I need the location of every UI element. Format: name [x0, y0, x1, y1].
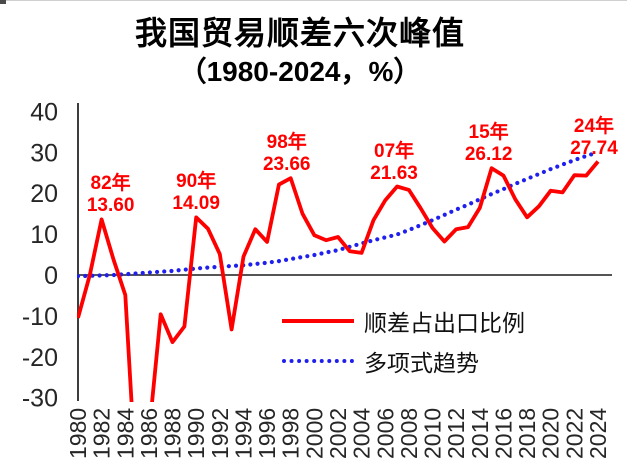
y-tick-label: 30: [30, 139, 58, 167]
trend-line: [77, 150, 601, 279]
peak-annotation: 82年 13.60: [66, 173, 156, 217]
peak-annotation: 98年 23.66: [242, 132, 332, 176]
x-tick-label: 2022: [561, 408, 587, 459]
x-tick-label: 2004: [349, 408, 375, 459]
y-tick-label: 40: [30, 98, 58, 126]
legend-label-trend: 多项式趋势: [364, 350, 479, 376]
x-tick-label: 1982: [89, 408, 115, 459]
legend-label-surplus: 顺差占出口比例: [364, 310, 525, 336]
x-tick-label: 1992: [207, 408, 233, 459]
y-tick-label: 20: [30, 180, 58, 208]
peak-annotation: 07年 21.63: [349, 141, 439, 185]
peak-annotation: 90年 14.09: [151, 171, 241, 215]
peak-year-label: 07年: [374, 140, 415, 162]
x-tick-label: 1988: [160, 408, 186, 459]
peak-year-label: 98年: [266, 132, 307, 154]
peak-year-label: 24年: [573, 115, 615, 137]
top-border-line: [0, 0, 627, 1]
legend-item-surplus: 顺差占出口比例: [282, 306, 525, 336]
x-tick-label: 2020: [538, 408, 564, 459]
x-tick-label: 1998: [278, 408, 304, 459]
peak-year-label: 15年: [468, 122, 509, 144]
x-tick-label: 2012: [443, 408, 469, 459]
x-tick-label: 1990: [183, 408, 209, 459]
x-tick-label: 2002: [325, 408, 351, 459]
peak-annotation: 24年 27.74: [549, 116, 627, 160]
x-tick-label: 1980: [65, 408, 91, 459]
y-tick-label: 0: [44, 262, 58, 290]
peak-value-label: 23.66: [262, 154, 311, 176]
peak-year-label: 82年: [90, 173, 131, 195]
y-tick-label: -30: [22, 385, 58, 413]
y-tick-label: 10: [30, 221, 58, 249]
peak-value-label: 13.60: [86, 195, 135, 217]
x-tick-label: 1994: [231, 408, 257, 459]
y-tick-label: -10: [22, 303, 58, 331]
legend-item-trend: 多项式趋势: [282, 346, 525, 376]
x-tick-label: 2000: [301, 408, 327, 459]
surplus-line: [77, 160, 600, 402]
peak-value-label: 21.63: [370, 162, 418, 184]
y-tick-label: -20: [22, 344, 58, 372]
peak-value-label: 26.12: [464, 144, 513, 166]
x-tick-label: 2014: [467, 408, 493, 459]
peak-year-label: 90年: [176, 171, 217, 193]
peak-value-label: 27.74: [570, 137, 618, 159]
x-tick-label: 2006: [372, 408, 398, 459]
x-tick-label: 2018: [514, 408, 540, 459]
chart-subtitle: （1980-2024，%）: [178, 56, 422, 87]
peak-value-label: 14.09: [172, 193, 220, 215]
x-tick-label: 1986: [136, 408, 162, 459]
x-tick-label: 1996: [254, 408, 280, 459]
x-tick-label: 1984: [112, 408, 138, 459]
corner-artifact: [0, 0, 6, 4]
x-tick-label: 2024: [585, 408, 611, 459]
chart-title: 我国贸易顺差六次峰值: [134, 15, 465, 51]
x-tick-label: 2016: [491, 408, 517, 459]
x-tick-label: 2010: [420, 408, 446, 459]
x-tick-label: 2008: [396, 408, 422, 459]
legend: 顺差占出口比例 多项式趋势: [282, 306, 525, 386]
red-solid-line-sample: [282, 319, 354, 323]
blue-dotted-line-sample: [282, 359, 354, 363]
peak-annotation: 15年 26.12: [444, 122, 534, 166]
